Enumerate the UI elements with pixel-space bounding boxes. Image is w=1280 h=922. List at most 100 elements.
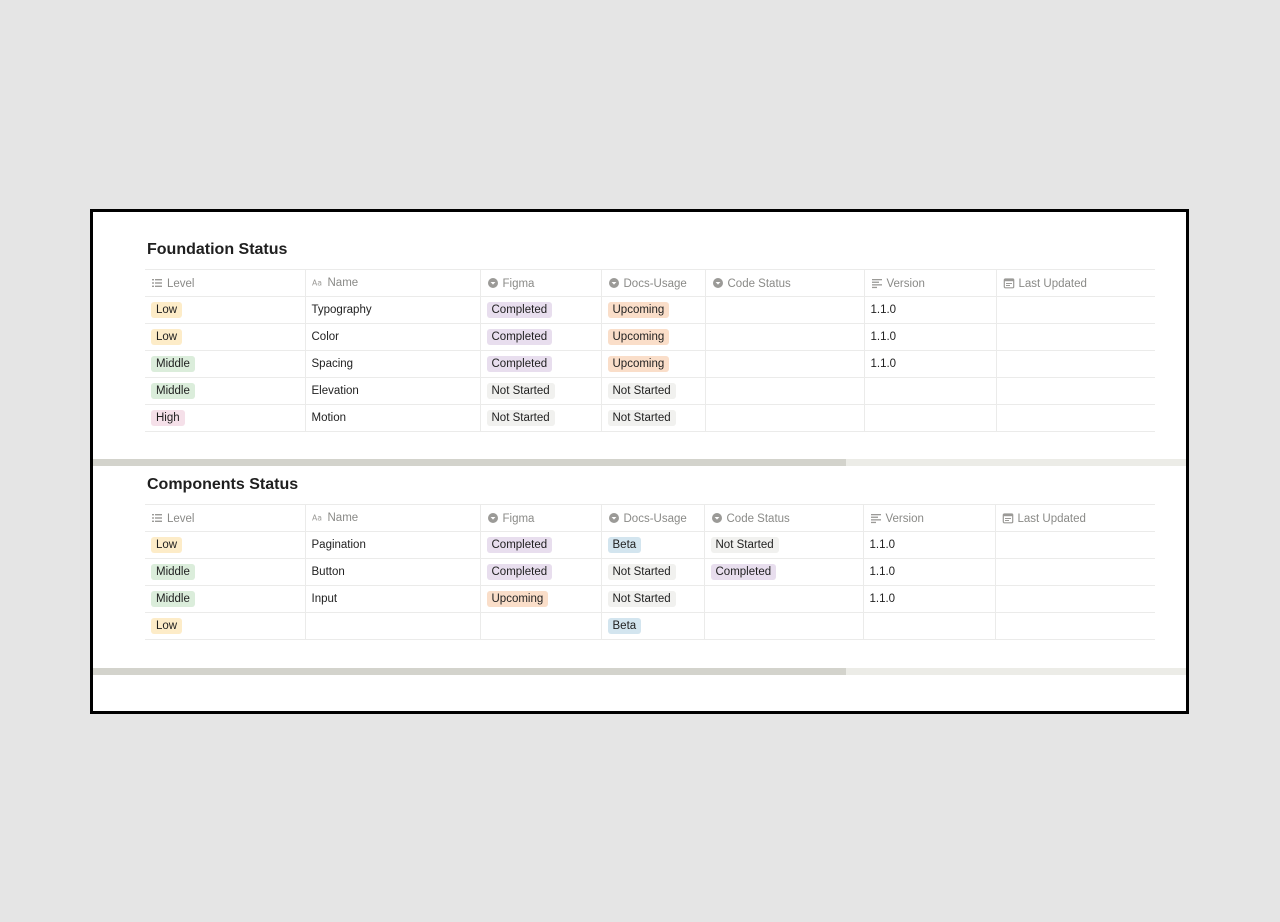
cell-level[interactable]: Low bbox=[145, 612, 306, 640]
cell-docs[interactable]: Upcoming bbox=[601, 296, 706, 324]
cell-docs[interactable]: Not Started bbox=[601, 558, 705, 586]
cell-name[interactable]: Color bbox=[305, 323, 481, 351]
cell-updated[interactable] bbox=[996, 377, 1155, 405]
foundation-scrollbar[interactable] bbox=[93, 459, 1186, 466]
column-header-figma[interactable]: Figma bbox=[480, 269, 602, 297]
cell-docs[interactable]: Beta bbox=[601, 531, 705, 559]
column-header-code-status[interactable]: Code Status bbox=[704, 504, 864, 532]
cell-docs[interactable]: Beta bbox=[601, 612, 705, 640]
cell-docs[interactable]: Upcoming bbox=[601, 323, 706, 351]
table-row[interactable]: Middle Button Completed Not Started Complete… bbox=[145, 558, 1155, 586]
table-row[interactable]: Middle Input Upcoming Not Started 1.1.0 bbox=[145, 585, 1155, 613]
cell-version[interactable]: 1.1.0 bbox=[864, 323, 997, 351]
cell-figma[interactable]: Completed bbox=[480, 296, 602, 324]
table-header-row: Level Aa Name Figma Docs-Usage Code Status Ver… bbox=[145, 269, 1155, 297]
cell-docs[interactable]: Not Started bbox=[601, 585, 705, 613]
column-header-name[interactable]: Aa Name bbox=[305, 269, 481, 297]
cell-version[interactable] bbox=[864, 377, 997, 405]
components-scrollbar[interactable] bbox=[93, 668, 1186, 675]
cell-name[interactable]: Button bbox=[305, 558, 481, 586]
table-row[interactable]: High Motion Not Started Not Started bbox=[145, 404, 1155, 432]
cell-version[interactable] bbox=[863, 612, 996, 640]
cell-code[interactable] bbox=[704, 612, 864, 640]
column-header-level[interactable]: Level bbox=[145, 269, 306, 297]
cell-name[interactable] bbox=[305, 612, 481, 640]
text-aa-icon: Aa bbox=[312, 512, 324, 524]
table-row[interactable]: Middle Elevation Not Started Not Started bbox=[145, 377, 1155, 405]
cell-figma[interactable]: Completed bbox=[480, 531, 602, 559]
cell-figma[interactable]: Completed bbox=[480, 323, 602, 351]
cell-level[interactable]: Low bbox=[145, 531, 306, 559]
table-row[interactable]: Low Pagination Completed Beta Not Started 1.1… bbox=[145, 531, 1155, 559]
cell-name[interactable]: Motion bbox=[305, 404, 481, 432]
table-row[interactable]: Low Beta bbox=[145, 612, 1155, 640]
cell-updated[interactable] bbox=[995, 558, 1155, 586]
column-header-docs-usage[interactable]: Docs-Usage bbox=[601, 504, 705, 532]
cell-version[interactable]: 1.1.0 bbox=[864, 350, 997, 378]
column-header-figma[interactable]: Figma bbox=[480, 504, 602, 532]
cell-code[interactable]: Completed bbox=[704, 558, 864, 586]
cell-updated[interactable] bbox=[996, 404, 1155, 432]
column-header-last-updated[interactable]: Last Updated bbox=[995, 504, 1155, 532]
cell-name[interactable]: Elevation bbox=[305, 377, 481, 405]
select-icon bbox=[487, 277, 499, 289]
column-header-last-updated[interactable]: Last Updated bbox=[996, 269, 1155, 297]
cell-updated[interactable] bbox=[995, 585, 1155, 613]
table-row[interactable]: Low Color Completed Upcoming 1.1.0 bbox=[145, 323, 1155, 351]
cell-docs[interactable]: Not Started bbox=[601, 377, 706, 405]
cell-figma[interactable]: Upcoming bbox=[480, 585, 602, 613]
cell-docs[interactable]: Upcoming bbox=[601, 350, 706, 378]
cell-figma[interactable]: Completed bbox=[480, 558, 602, 586]
table-row[interactable]: Low Typography Completed Upcoming 1.1.0 bbox=[145, 296, 1155, 324]
cell-docs[interactable]: Not Started bbox=[601, 404, 706, 432]
cell-name[interactable]: Spacing bbox=[305, 350, 481, 378]
table-row[interactable]: Middle Spacing Completed Upcoming 1.1.0 bbox=[145, 350, 1155, 378]
cell-level[interactable]: Low bbox=[145, 296, 306, 324]
components-title: Components Status bbox=[147, 476, 299, 493]
column-header-label: Name bbox=[327, 511, 359, 524]
cell-level[interactable]: Low bbox=[145, 323, 306, 351]
select-icon bbox=[608, 277, 620, 289]
status-tag: Not Started bbox=[607, 564, 676, 580]
cell-updated[interactable] bbox=[996, 350, 1155, 378]
cell-updated[interactable] bbox=[995, 612, 1155, 640]
column-header-code-status[interactable]: Code Status bbox=[705, 269, 865, 297]
column-header-docs-usage[interactable]: Docs-Usage bbox=[601, 269, 706, 297]
column-header-level[interactable]: Level bbox=[145, 504, 306, 532]
cell-level[interactable]: Middle bbox=[145, 350, 306, 378]
cell-version[interactable]: 1.1.0 bbox=[863, 585, 996, 613]
cell-code[interactable] bbox=[705, 404, 865, 432]
cell-code[interactable] bbox=[705, 350, 865, 378]
cell-name[interactable]: Typography bbox=[305, 296, 481, 324]
cell-figma[interactable]: Not Started bbox=[480, 377, 602, 405]
cell-updated[interactable] bbox=[996, 323, 1155, 351]
cell-level[interactable]: Middle bbox=[145, 377, 306, 405]
cell-code[interactable] bbox=[705, 296, 865, 324]
column-header-version[interactable]: Version bbox=[864, 269, 997, 297]
cell-code[interactable] bbox=[705, 377, 865, 405]
cell-name[interactable]: Input bbox=[305, 585, 481, 613]
cell-figma[interactable]: Completed bbox=[480, 350, 602, 378]
cell-level[interactable]: High bbox=[145, 404, 306, 432]
cell-text: 1.1.0 bbox=[870, 331, 897, 343]
cell-version[interactable] bbox=[864, 404, 997, 432]
cell-code[interactable] bbox=[705, 323, 865, 351]
cell-code[interactable]: Not Started bbox=[704, 531, 864, 559]
list-icon bbox=[151, 512, 163, 524]
cell-updated[interactable] bbox=[995, 531, 1155, 559]
scrollbar-thumb[interactable] bbox=[93, 459, 846, 466]
cell-code[interactable] bbox=[704, 585, 864, 613]
cell-name[interactable]: Pagination bbox=[305, 531, 481, 559]
cell-figma[interactable]: Not Started bbox=[480, 404, 602, 432]
scrollbar-thumb[interactable] bbox=[93, 668, 846, 675]
cell-updated[interactable] bbox=[996, 296, 1155, 324]
cell-level[interactable]: Middle bbox=[145, 585, 306, 613]
cell-version[interactable]: 1.1.0 bbox=[863, 531, 996, 559]
column-header-name[interactable]: Aa Name bbox=[305, 504, 481, 532]
cell-figma[interactable] bbox=[480, 612, 602, 640]
cell-level[interactable]: Middle bbox=[145, 558, 306, 586]
column-header-version[interactable]: Version bbox=[863, 504, 996, 532]
status-tag: Completed bbox=[710, 564, 777, 580]
cell-version[interactable]: 1.1.0 bbox=[863, 558, 996, 586]
cell-version[interactable]: 1.1.0 bbox=[864, 296, 997, 324]
